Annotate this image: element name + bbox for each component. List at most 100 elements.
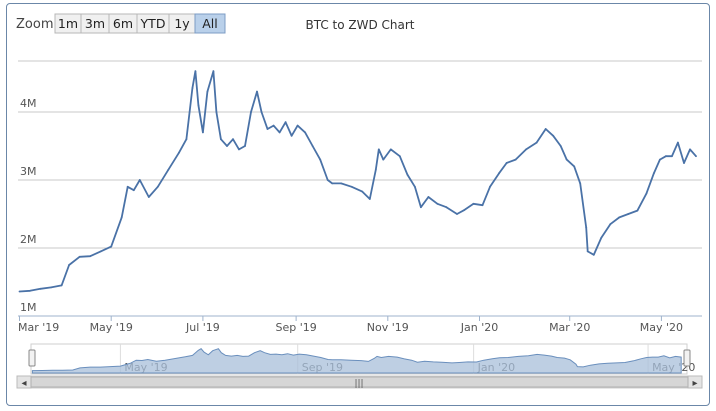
- series-point: [414, 185, 416, 188]
- series-point: [185, 138, 188, 141]
- series-point: [689, 148, 691, 151]
- y-tick-label: 4M: [20, 97, 37, 110]
- x-tick-label: Mar '19: [18, 321, 59, 334]
- series-point: [683, 162, 685, 164]
- navigator-handle-right[interactable]: [683, 349, 691, 367]
- series-point: [368, 198, 371, 200]
- series-line: [19, 70, 697, 293]
- range-button-label: All: [202, 16, 218, 31]
- series-point: [645, 192, 648, 195]
- series-point: [191, 87, 194, 90]
- series-point: [99, 250, 102, 253]
- series-point: [126, 185, 129, 188]
- series-point: [319, 158, 322, 161]
- series-point: [266, 128, 269, 130]
- series-point: [215, 111, 218, 113]
- series-point: [250, 111, 252, 113]
- series-point: [398, 155, 401, 158]
- navigator-series: [31, 348, 682, 374]
- series-point: [579, 182, 582, 185]
- series-point: [677, 141, 679, 144]
- series-point: [244, 145, 246, 147]
- series-point: [278, 131, 281, 134]
- series-point: [60, 284, 63, 287]
- series-point: [232, 138, 234, 141]
- series-point: [110, 245, 113, 248]
- x-tick-label: Jul '19: [185, 321, 220, 334]
- series-point: [206, 90, 209, 93]
- series-point: [463, 209, 466, 211]
- series-point: [18, 290, 21, 293]
- zoom-label: Zoom: [16, 17, 53, 32]
- series-point: [290, 134, 293, 137]
- range-button-label: 1y: [174, 16, 190, 31]
- navigator-handle-left[interactable]: [28, 349, 36, 367]
- series-point: [489, 185, 491, 188]
- series-point: [138, 179, 141, 181]
- scrollbar-grip-icon: |||: [354, 379, 363, 389]
- price-series: [18, 70, 697, 293]
- series-point: [68, 264, 70, 266]
- series-point: [132, 189, 135, 192]
- series-point: [514, 158, 517, 161]
- x-tick-label: May '20: [640, 321, 683, 334]
- range-button-all[interactable]: [194, 13, 226, 34]
- series-point: [326, 179, 329, 181]
- x-axis-ticks: Mar '19 May '19 Jul '19 Sep '19 Nov '19 Jan '…: [18, 316, 683, 334]
- series-point: [565, 158, 568, 161]
- series-point: [202, 131, 204, 134]
- series-point: [29, 289, 31, 292]
- series-point: [636, 209, 639, 212]
- series-point: [456, 213, 458, 215]
- series-point: [695, 155, 697, 158]
- series-point: [573, 165, 576, 168]
- series-point: [472, 202, 475, 205]
- range-button-label: 1m: [58, 16, 78, 31]
- series-point: [296, 124, 299, 127]
- x-tick-label: Nov '19: [367, 321, 409, 334]
- series-point: [586, 250, 589, 253]
- scrollbar[interactable]: ◂ ▸ |||: [16, 375, 703, 389]
- series-point: [585, 226, 588, 229]
- range-button-label: 6m: [113, 16, 133, 31]
- navigator-area: [31, 348, 682, 374]
- series-point: [498, 172, 500, 175]
- series-point: [272, 124, 275, 127]
- scroll-right-arrow-icon: ▸: [692, 378, 697, 389]
- series-point: [311, 145, 314, 147]
- series-point: [304, 131, 306, 134]
- series-point: [50, 286, 52, 289]
- scrollbar-thumb[interactable]: [30, 376, 689, 388]
- series-point: [361, 190, 364, 193]
- series-point: [89, 255, 92, 258]
- series-point: [592, 253, 595, 256]
- series-point: [445, 206, 448, 209]
- series-point: [525, 148, 527, 151]
- series-point: [559, 145, 562, 147]
- series-point: [331, 182, 334, 185]
- series-point: [389, 148, 392, 151]
- series-point: [659, 158, 661, 161]
- series-point: [653, 172, 655, 175]
- y-tick-label: 1M: [20, 301, 37, 314]
- series-point: [156, 185, 159, 188]
- x-tick-label: Jan '20: [460, 321, 498, 334]
- series-point: [256, 90, 258, 93]
- series-point: [505, 162, 508, 164]
- series-point: [436, 202, 439, 205]
- series-point: [600, 236, 603, 239]
- series-point: [284, 121, 287, 124]
- series-point: [194, 70, 197, 73]
- scroll-left-arrow-icon: ◂: [21, 378, 26, 389]
- x-tick-label: May '19: [90, 321, 133, 334]
- series-point: [665, 155, 667, 158]
- range-selector-buttons: 1m 3m 6m YTD 1y All: [54, 13, 226, 34]
- series-point: [238, 148, 240, 151]
- series-point: [178, 151, 180, 154]
- series-point: [535, 141, 538, 144]
- series-point: [544, 128, 547, 130]
- series-point: [340, 182, 343, 185]
- series-point: [481, 204, 484, 207]
